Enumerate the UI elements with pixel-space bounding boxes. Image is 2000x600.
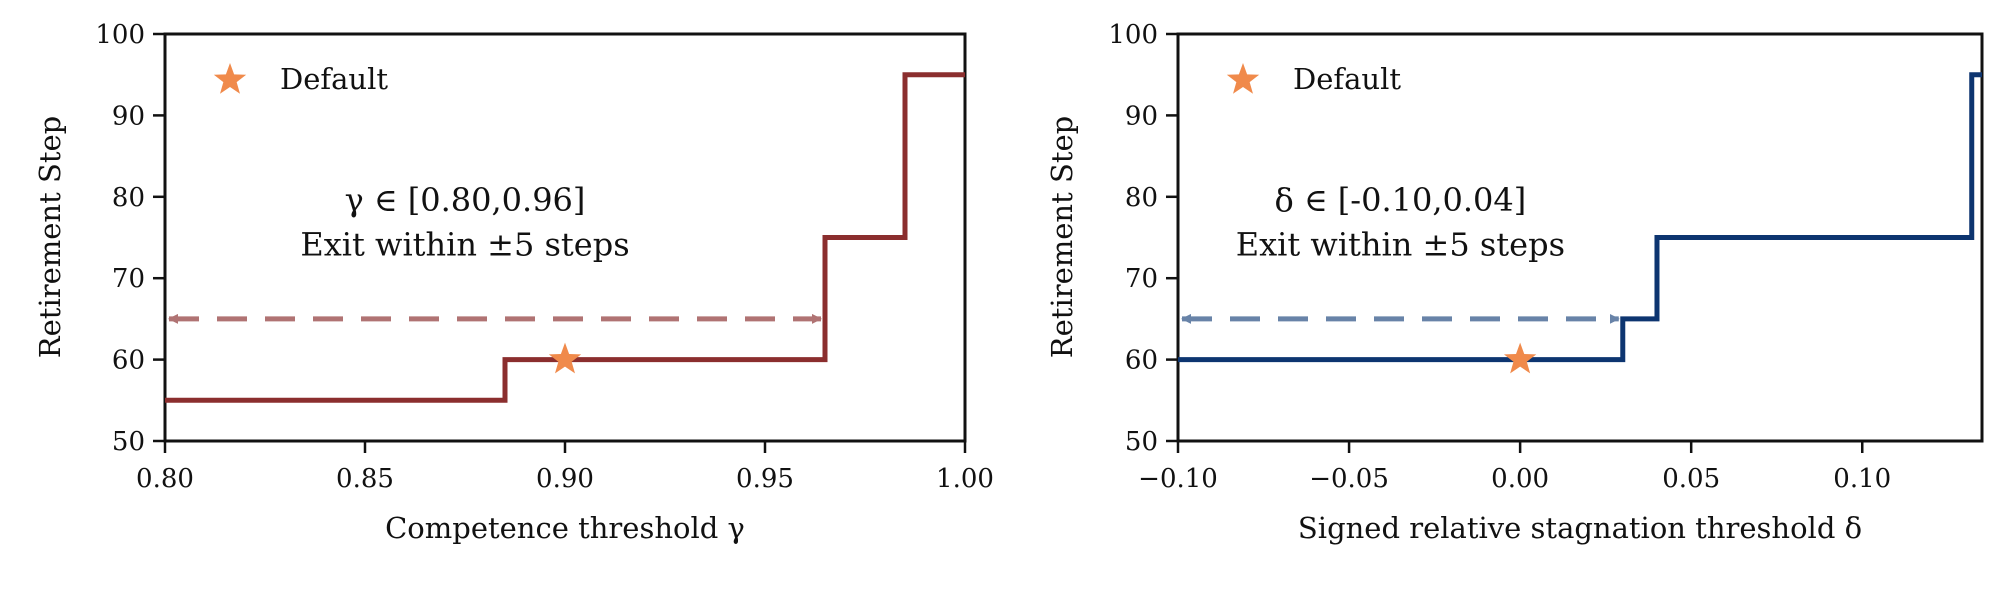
chart-competence-xtick-label: 0.85 [336, 464, 394, 494]
chart-competence-xticks: 0.80 0.85 0.90 0.95 1.00 [136, 441, 994, 494]
chart-competence-annotation-line1: γ ∈ [0.80,0.96] [345, 181, 586, 219]
chart-competence: 50 60 70 80 90 100 0.80 0.85 0.90 0.95 1.00 γ ∈ [… [33, 20, 994, 545]
chart-competence-step-line [165, 72, 965, 403]
chart-stagnation-legend-star-icon [1226, 63, 1260, 94]
chart-competence-yticks: 50 60 70 80 90 100 [95, 20, 165, 457]
chart-stagnation-ytick-label: 60 [1125, 346, 1158, 376]
chart-competence-xtick-label: 0.95 [736, 464, 794, 494]
chart-stagnation-annotation-line1: δ ∈ [-0.10,0.04] [1275, 181, 1527, 219]
chart-stagnation-xlabel: Signed relative stagnation threshold δ [1298, 511, 1862, 545]
chart-competence-xtick-label: 0.90 [536, 464, 594, 494]
chart-competence-xtick-label: 0.80 [136, 464, 194, 494]
chart-stagnation-xtick-label: −0.10 [1138, 464, 1218, 494]
chart-competence-ylabel: Retirement Step [33, 116, 67, 358]
chart-stagnation-frame [1176, 32, 1984, 443]
chart-stagnation-xtick-label: 0.10 [1833, 464, 1891, 494]
chart-stagnation-xtick-label: 0.05 [1662, 464, 1720, 494]
chart-stagnation-step-line [1178, 72, 1982, 363]
chart-competence-legend-star-icon [213, 63, 247, 94]
chart-stagnation-ytick-label: 70 [1125, 264, 1158, 294]
chart-stagnation-xtick-label: 0.00 [1491, 464, 1549, 494]
chart-stagnation-annotation-line2: Exit within ±5 steps [1236, 226, 1565, 264]
chart-stagnation-yticks: 50 60 70 80 90 100 [1108, 20, 1178, 457]
chart-competence-ytick-label: 100 [95, 20, 145, 50]
chart-stagnation-ylabel: Retirement Step [1045, 116, 1079, 358]
chart-stagnation-default-star-icon [1503, 342, 1537, 374]
chart-competence-xlabel: Competence threshold γ [385, 511, 745, 545]
chart-stagnation-xtick-label: −0.05 [1309, 464, 1389, 494]
chart-competence-ytick-label: 90 [112, 101, 145, 131]
chart-competence-ytick-label: 80 [112, 183, 145, 213]
chart-competence-ytick-label: 50 [112, 427, 145, 457]
chart-stagnation-xticks: −0.10 −0.05 0.00 0.05 0.10 [1138, 441, 1891, 494]
chart-stagnation-ytick-label: 100 [1108, 20, 1158, 50]
chart-stagnation: 50 60 70 80 90 100 −0.10 −0.05 0.00 0.05 0.10 δ ∈… [1045, 20, 1984, 545]
chart-competence-xtick-label: 1.00 [936, 464, 994, 494]
chart-competence-annotation-line2: Exit within ±5 steps [300, 226, 629, 264]
chart-stagnation-ytick-label: 80 [1125, 183, 1158, 213]
chart-competence-legend-label: Default [280, 62, 388, 96]
chart-stagnation-ytick-label: 50 [1125, 427, 1158, 457]
chart-competence-ytick-label: 70 [112, 264, 145, 294]
chart-competence-default-star-icon [548, 342, 582, 374]
chart-stagnation-legend-label: Default [1293, 62, 1401, 96]
chart-stagnation-ytick-label: 90 [1125, 101, 1158, 131]
chart-competence-ytick-label: 60 [112, 346, 145, 376]
